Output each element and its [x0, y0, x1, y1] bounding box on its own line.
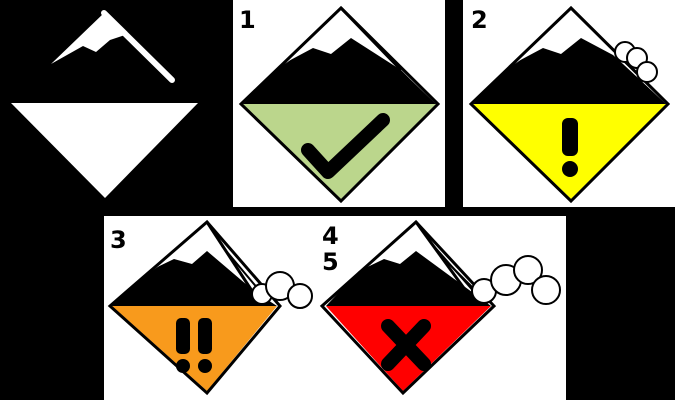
cross-icon	[381, 319, 431, 371]
exclamation-icon	[562, 118, 578, 156]
level-3-panel: 3	[104, 216, 316, 400]
level-5-label: 5	[322, 248, 339, 276]
level-4-label: 4	[322, 222, 339, 250]
level-1-panel: 1	[233, 0, 445, 207]
snow-cloud-icon	[471, 255, 561, 305]
level-4-5-panel: 4 5	[316, 216, 566, 400]
checkmark-icon	[301, 113, 390, 179]
double-exclamation-icon	[176, 318, 212, 373]
level-1-diamond-icon	[238, 5, 441, 204]
level-4-5-diamond-icon	[319, 219, 561, 396]
level-1-label: 1	[239, 6, 256, 34]
level-2-label: 2	[471, 6, 488, 34]
level-2-diamond-icon	[468, 5, 671, 204]
level-3-label: 3	[110, 226, 127, 254]
level-2-panel: 2	[463, 0, 675, 207]
snow-cloud-icon	[614, 41, 658, 83]
snow-cloud-icon	[251, 271, 313, 309]
generic-mountain-diamond-icon	[11, 10, 198, 198]
level-3-diamond-icon	[107, 219, 313, 396]
